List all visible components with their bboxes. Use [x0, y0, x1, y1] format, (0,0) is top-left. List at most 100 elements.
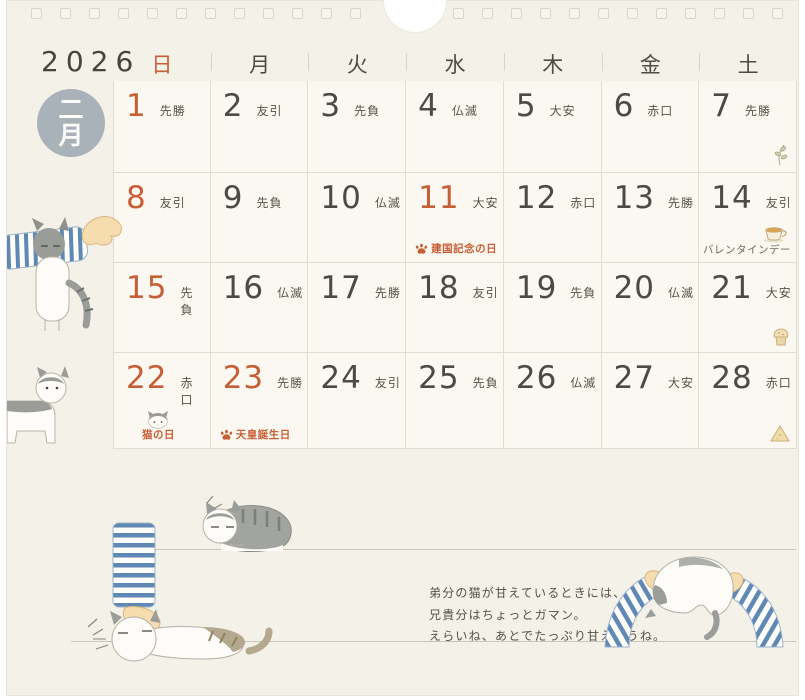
perforation-square: [482, 8, 493, 19]
rokuyo-label: 大安: [549, 104, 576, 118]
day-number: 6: [613, 88, 635, 124]
day-cell-25: 25 先負: [406, 353, 504, 449]
perforation-square: [540, 8, 551, 19]
rokuyo-label: 仏滅: [668, 286, 695, 300]
day-number: 13: [613, 180, 656, 216]
day-cell-1: 1 先勝: [113, 81, 211, 173]
day-number: 4: [418, 88, 439, 124]
perforation-square: [321, 8, 332, 19]
day-number: 10: [320, 180, 362, 216]
day-number: 16: [222, 270, 265, 306]
day-number: 15: [126, 270, 168, 306]
rokuyo-label: 赤口: [765, 376, 792, 390]
shelf-line-lower: [71, 641, 796, 642]
day-cell-24: 24 友引: [308, 353, 407, 449]
standing-cat-illustration: [6, 361, 77, 453]
holiday-name: バレンタインデー: [703, 244, 791, 256]
day-number: 19: [515, 270, 558, 306]
sprig-icon: [770, 143, 790, 167]
day-cell-11: 11 大安 建国記念の日: [406, 173, 504, 263]
day-cell-21: 21 大安: [699, 263, 797, 353]
holiday-name: 天皇誕生日: [235, 429, 291, 441]
weekday-header-4: 木: [503, 47, 602, 81]
weekday-header-1: 月: [210, 47, 309, 81]
paw-icon: [415, 243, 428, 255]
rokuyo-label: 先勝: [745, 104, 772, 118]
day-cell-4: 4 仏滅: [406, 81, 504, 173]
perforation-square: [743, 8, 754, 19]
note-line-1: 兄貴分はちょっとガマン。: [429, 607, 587, 622]
day-cell-14: 14 友引 バレンタインデー: [699, 173, 797, 263]
day-number: 27: [613, 360, 656, 396]
perforation-square: [714, 8, 725, 19]
day-cell-27: 27 大安: [601, 353, 700, 449]
rokuyo-label: 先負: [256, 196, 283, 210]
day-number: 25: [418, 360, 460, 396]
rokuyo-label: 友引: [159, 196, 186, 210]
day-number: 26: [515, 360, 558, 396]
day-cell-20: 20 仏滅: [601, 263, 700, 353]
weekday-header: 日 月火水木金土: [113, 47, 797, 82]
teacup-icon: [762, 224, 789, 243]
month-badge-char: 二: [58, 94, 84, 124]
hanger-notch: [383, 0, 447, 33]
day-number: 21: [711, 270, 753, 306]
day-cell-17: 17 先勝: [308, 263, 407, 353]
month-badge-char: 月: [58, 121, 84, 150]
perforation-square: [234, 8, 245, 19]
perforation-strip-left: [31, 8, 361, 19]
weekday-header-6: 土: [699, 47, 797, 81]
rokuyo-label: 仏滅: [374, 196, 401, 210]
rokuyo-label: 先負: [472, 376, 499, 390]
day-cell-9: 9 先負: [210, 173, 309, 263]
rokuyo-label: 先負: [180, 286, 194, 317]
day-number: 20: [613, 270, 656, 306]
day-number: 9: [222, 180, 244, 216]
perforation-square: [147, 8, 158, 19]
rokuyo-label: 先勝: [668, 196, 695, 210]
holiday-label: バレンタインデー: [703, 242, 791, 257]
perforation-square: [453, 8, 464, 19]
holiday-name: 猫の日: [142, 429, 175, 441]
perforation-square: [656, 8, 667, 19]
day-number: 28: [711, 360, 753, 396]
perforation-square: [60, 8, 71, 19]
rokuyo-label: 友引: [374, 376, 401, 390]
day-cell-28: 28 赤口: [699, 353, 797, 449]
day-cell-16: 16 仏滅: [210, 263, 309, 353]
perforation-square: [292, 8, 303, 19]
day-cell-23: 23 先勝 天皇誕生日: [210, 353, 309, 449]
perforation-strip-right: [453, 8, 783, 19]
day-cell-12: 12 赤口: [503, 173, 602, 263]
rokuyo-label: 赤口: [180, 376, 194, 407]
rokuyo-label: 大安: [765, 286, 792, 300]
perforation-square: [772, 8, 783, 19]
calendar-grid: 1 先勝 2 友引 3 先負 4 仏滅 5 大安 6 赤口 7 先勝 8 友引 9 先負 10 仏滅 11 大安 建国記念の…: [113, 81, 797, 449]
year-label: 2026: [41, 45, 141, 78]
catface-icon: [146, 410, 170, 429]
shelf-line-upper: [135, 549, 796, 550]
rokuyo-label: 先勝: [374, 286, 401, 300]
day-cell-2: 2 友引: [210, 81, 309, 173]
rokuyo-label: 大安: [472, 196, 499, 210]
day-number: 22: [126, 360, 168, 396]
perforation-square: [31, 8, 42, 19]
perforation-square: [118, 8, 129, 19]
rokuyo-label: 先勝: [159, 104, 186, 118]
perforation-square: [569, 8, 580, 19]
day-cell-6: 6 赤口: [601, 81, 700, 173]
paw-icon: [220, 429, 233, 441]
day-number: 14: [711, 180, 753, 216]
holiday-label: 猫の日: [142, 427, 175, 442]
day-cell-13: 13 先勝: [601, 173, 700, 263]
day-cell-22: 22 赤口猫の日: [113, 353, 211, 449]
rokuyo-label: 仏滅: [570, 376, 597, 390]
day-number: 7: [711, 88, 733, 124]
day-cell-18: 18 友引: [406, 263, 504, 353]
day-number: 12: [515, 180, 558, 216]
day-cell-19: 19 先負: [503, 263, 602, 353]
rokuyo-label: 仏滅: [451, 104, 478, 118]
perforation-square: [598, 8, 609, 19]
